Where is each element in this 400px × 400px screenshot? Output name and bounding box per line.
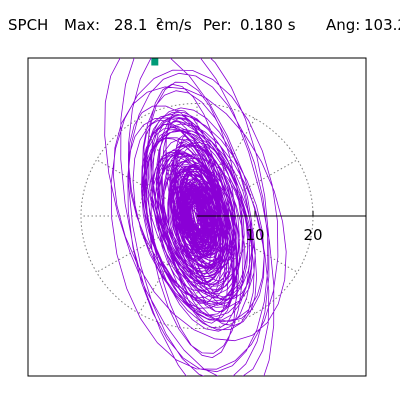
period-value: 0.180 s — [240, 16, 296, 34]
angle-value: 103.2 — [364, 16, 400, 34]
radial-tick-label: 20 — [303, 226, 322, 244]
max-label: Max: — [64, 16, 101, 34]
station-code: SPCH — [8, 16, 49, 34]
radial-tick-labels: 10 20 — [245, 211, 323, 244]
max-value: 28.1 — [114, 16, 148, 34]
max-unit-exponent: 2 — [156, 16, 163, 29]
particle-motion-path — [104, 58, 287, 376]
motion-trace — [104, 58, 287, 376]
angle-label: Ang: — [326, 16, 361, 34]
grid-spoke — [138, 118, 198, 217]
period-label: Per: — [203, 16, 232, 34]
max-unit-text: cm/s — [156, 16, 192, 34]
radial-tick-label: 10 — [245, 226, 264, 244]
grid-spoke — [196, 215, 256, 314]
grid-spoke — [138, 215, 198, 314]
grid-spoke — [196, 118, 256, 217]
start-marker — [151, 58, 159, 66]
